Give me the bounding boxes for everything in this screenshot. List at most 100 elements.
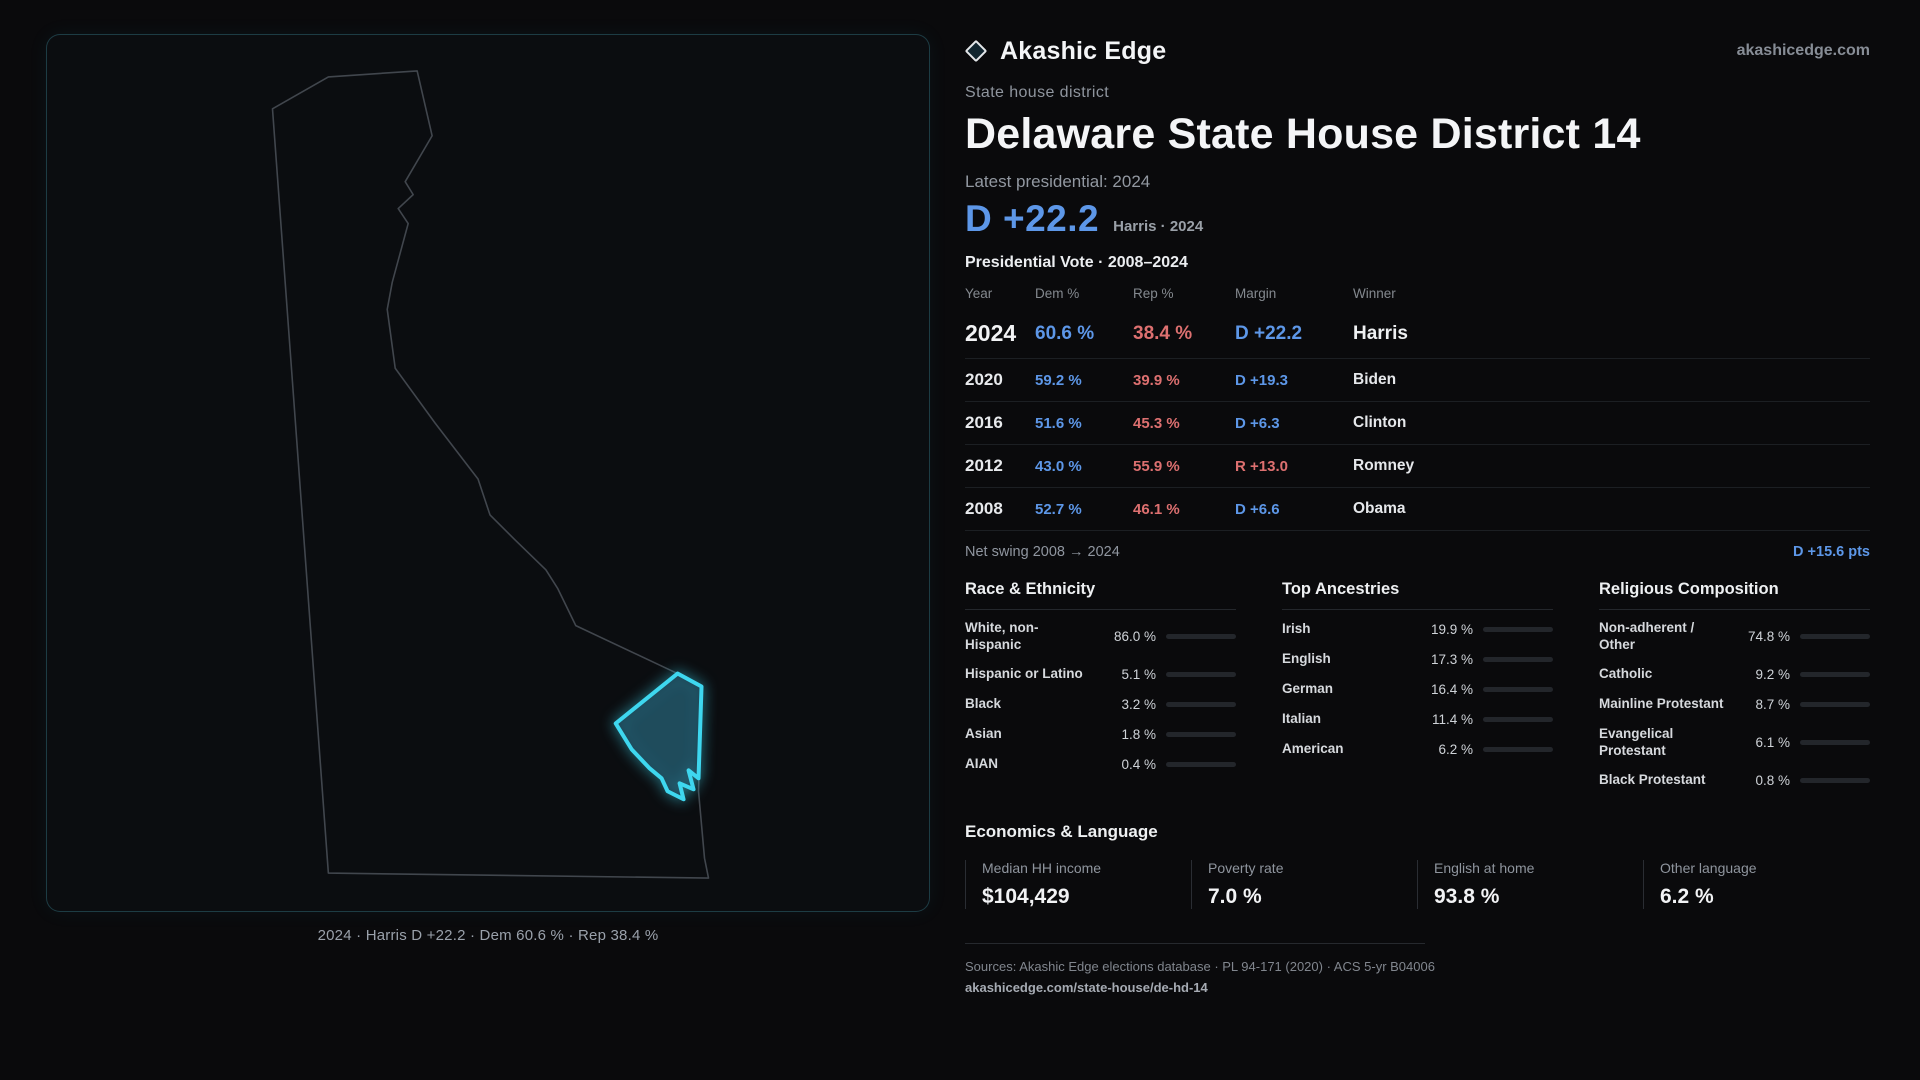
vote-dem: 60.6 %	[1035, 322, 1095, 344]
demo-bar	[1166, 634, 1236, 640]
stat-poverty-rate: Poverty rate 7.0 %	[1191, 859, 1417, 909]
demo-bar	[1483, 746, 1553, 752]
state-outline	[271, 70, 710, 879]
col-winner: Winner	[1353, 286, 1396, 301]
stat-value: 6.2 %	[1660, 884, 1714, 908]
economics-title: Economics & Language	[965, 821, 1158, 841]
demo-value: 86.0 %	[1113, 629, 1156, 645]
vote-year: 2016	[965, 413, 1003, 432]
list-item: Hispanic or Latino 5.1 %	[965, 660, 1236, 690]
list-item: Non-adherent / Other 74.8 %	[1599, 614, 1870, 660]
demo-bar	[1166, 732, 1236, 738]
demo-bar	[1483, 716, 1553, 722]
vote-rep: 38.4 %	[1133, 322, 1193, 344]
demo-label: White, non-Hispanic	[965, 620, 1039, 652]
demographics-section: Race & Ethnicity White, non-Hispanic 86.…	[965, 580, 1870, 796]
demo-value: 19.9 %	[1430, 621, 1473, 637]
vote-winner: Clinton	[1353, 414, 1407, 431]
vote-year: 2008	[965, 499, 1003, 518]
table-row: 2008 52.7 % 46.1 % D +6.6 Obama	[965, 488, 1870, 531]
stat-label: English at home	[1434, 859, 1535, 876]
vote-rep: 45.3 %	[1133, 414, 1180, 432]
headline-margin: D +22.2 Harris · 2024	[965, 198, 1870, 240]
list-item: AIAN 0.4 %	[965, 750, 1236, 780]
demo-label: Black	[965, 696, 1002, 712]
headline-margin-value: D +22.2	[965, 198, 1100, 239]
list-item: American 6.2 %	[1282, 734, 1553, 764]
district-14-shape	[613, 671, 704, 802]
demo-value: 0.8 %	[1755, 773, 1790, 788]
demo-bar	[1166, 672, 1236, 678]
demo-bar	[1800, 672, 1870, 678]
stat-value: 7.0 %	[1208, 884, 1262, 908]
list-item: German 16.4 %	[1282, 674, 1553, 704]
demo-value: 1.8 %	[1121, 727, 1156, 743]
table-row: 2012 43.0 % 55.9 % R +13.0 Romney	[965, 445, 1870, 488]
demo-value: 16.4 %	[1430, 681, 1473, 697]
vote-table-title: Presidential Vote · 2008–2024	[965, 254, 1188, 271]
demo-label: German	[1282, 680, 1334, 696]
demo-label: Black Protestant	[1599, 772, 1706, 788]
brand-diamond-icon	[964, 39, 988, 63]
list-item: Asian 1.8 %	[965, 720, 1236, 750]
vote-margin: D +22.2	[1235, 322, 1303, 344]
vote-year: 2024	[965, 320, 1017, 346]
vote-dem: 43.0 %	[1035, 457, 1082, 475]
delaware-map	[271, 70, 710, 879]
vote-dem: 51.6 %	[1035, 414, 1082, 432]
demo-value: 11.4 %	[1431, 711, 1473, 727]
vote-margin: D +19.3	[1235, 371, 1288, 389]
demo-label: Catholic	[1599, 666, 1653, 682]
brand-name: Akashic Edge	[1000, 36, 1167, 65]
list-item: Catholic 9.2 %	[1599, 660, 1870, 690]
ancestries-column: Top Ancestries Irish 19.9 % English 17.3…	[1282, 580, 1553, 796]
vote-table-header: Year Dem % Rep % Margin Winner	[965, 278, 1870, 310]
demo-value: 74.8 %	[1747, 629, 1790, 645]
vote-rep: 55.9 %	[1133, 457, 1180, 475]
kicker: State house district	[965, 84, 1110, 101]
stat-other-language: Other language 6.2 %	[1643, 859, 1869, 909]
list-item: Black Protestant 0.8 %	[1599, 766, 1870, 796]
demo-value: 5.1 %	[1121, 667, 1156, 683]
demo-value: 6.1 %	[1755, 735, 1790, 751]
demo-bar	[1483, 626, 1553, 632]
demo-bar	[1166, 762, 1236, 768]
district-map-panel	[46, 34, 930, 912]
demo-label: English	[1282, 650, 1331, 666]
demo-value: 8.7 %	[1755, 697, 1790, 713]
table-row: 2024 60.6 % 38.4 % D +22.2 Harris	[965, 310, 1870, 359]
demo-value: 17.3 %	[1430, 651, 1473, 667]
demo-bar	[1166, 702, 1236, 708]
demo-label: Mainline Protestant	[1599, 696, 1724, 712]
demo-label: Non-adherent / Other	[1599, 620, 1695, 652]
header-bar: Akashic Edge akashicedge.com	[964, 30, 1870, 72]
vote-year: 2020	[965, 370, 1003, 389]
net-swing-row: Net swing 2008 → 2024 D +15.6 pts	[965, 531, 1870, 560]
demo-label: Hispanic or Latino	[965, 666, 1083, 682]
stat-value: $104,429	[982, 884, 1070, 908]
demo-bar	[1800, 702, 1870, 708]
stat-label: Poverty rate	[1208, 859, 1284, 876]
economics-section: Economics & Language Median HH income $1…	[965, 822, 1870, 909]
demo-label: Asian	[965, 726, 1002, 742]
stat-value: 93.8 %	[1434, 884, 1500, 908]
demo-label: Evangelical Protestant	[1599, 725, 1674, 758]
race-ethnicity-column: Race & Ethnicity White, non-Hispanic 86.…	[965, 580, 1236, 796]
vote-table: Year Dem % Rep % Margin Winner 2024 60.6…	[965, 278, 1870, 531]
section-title: Top Ancestries	[1282, 580, 1553, 610]
demo-label: AIAN	[965, 756, 998, 772]
latest-presidential-label: Latest presidential: 2024	[965, 172, 1151, 191]
footer-url[interactable]: akashicedge.com/state-house/de-hd-14	[965, 979, 1208, 995]
demo-bar	[1483, 686, 1553, 692]
vote-margin: D +6.6	[1235, 500, 1280, 518]
demo-bar	[1800, 634, 1870, 640]
stat-median-income: Median HH income $104,429	[965, 859, 1191, 909]
net-swing-label: Net swing 2008 → 2024	[965, 544, 1120, 560]
vote-winner: Harris	[1353, 322, 1408, 344]
list-item: English 17.3 %	[1282, 644, 1553, 674]
page-title: Delaware State House District 14	[965, 110, 1641, 158]
site-link[interactable]: akashicedge.com	[1736, 42, 1870, 59]
col-year: Year	[965, 286, 993, 301]
vote-dem: 52.7 %	[1035, 500, 1082, 518]
list-item: Italian 11.4 %	[1282, 704, 1553, 734]
